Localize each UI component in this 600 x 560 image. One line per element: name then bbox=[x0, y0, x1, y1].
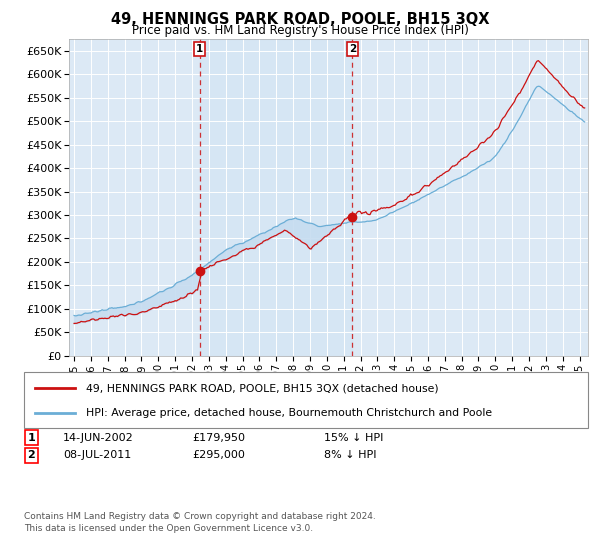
Text: £295,000: £295,000 bbox=[192, 450, 245, 460]
Text: Price paid vs. HM Land Registry's House Price Index (HPI): Price paid vs. HM Land Registry's House … bbox=[131, 24, 469, 37]
Text: HPI: Average price, detached house, Bournemouth Christchurch and Poole: HPI: Average price, detached house, Bour… bbox=[86, 408, 492, 418]
Text: 08-JUL-2011: 08-JUL-2011 bbox=[63, 450, 131, 460]
Text: 49, HENNINGS PARK ROAD, POOLE, BH15 3QX (detached house): 49, HENNINGS PARK ROAD, POOLE, BH15 3QX … bbox=[86, 383, 439, 393]
Text: 49, HENNINGS PARK ROAD, POOLE, BH15 3QX: 49, HENNINGS PARK ROAD, POOLE, BH15 3QX bbox=[111, 12, 489, 27]
Text: Contains HM Land Registry data © Crown copyright and database right 2024.
This d: Contains HM Land Registry data © Crown c… bbox=[24, 512, 376, 533]
Text: £179,950: £179,950 bbox=[192, 433, 245, 443]
Text: 1: 1 bbox=[28, 433, 35, 443]
Text: 2: 2 bbox=[349, 44, 356, 54]
Text: 8% ↓ HPI: 8% ↓ HPI bbox=[324, 450, 377, 460]
Text: 15% ↓ HPI: 15% ↓ HPI bbox=[324, 433, 383, 443]
Text: 1: 1 bbox=[196, 44, 203, 54]
FancyBboxPatch shape bbox=[24, 372, 588, 428]
Text: 2: 2 bbox=[28, 450, 35, 460]
Text: 14-JUN-2002: 14-JUN-2002 bbox=[63, 433, 134, 443]
